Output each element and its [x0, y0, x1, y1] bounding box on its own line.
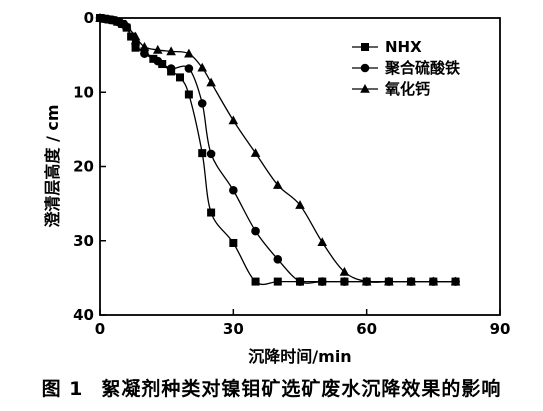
- series-cao: [95, 13, 461, 286]
- data-point: [166, 64, 176, 73]
- data-point: [184, 48, 194, 58]
- data-point: [450, 276, 461, 286]
- data-point: [317, 277, 327, 286]
- data-point: [207, 208, 216, 217]
- y-tick-label: 0: [84, 9, 94, 27]
- legend-label: NHX: [385, 38, 422, 56]
- x-tick-label: 60: [356, 320, 377, 338]
- data-point: [317, 237, 328, 247]
- data-point: [140, 49, 149, 58]
- figure-number: 图 1: [41, 378, 84, 400]
- y-tick-label: 40: [73, 306, 94, 324]
- legend-marker: [360, 63, 370, 73]
- y-axis-label: 澄清层高度 / cm: [43, 104, 62, 227]
- data-point: [130, 31, 141, 41]
- y-tick-label: 10: [73, 83, 94, 101]
- data-point: [406, 276, 416, 286]
- data-point: [228, 115, 239, 125]
- data-point: [361, 276, 372, 286]
- data-point: [152, 44, 163, 54]
- data-point: [153, 56, 163, 66]
- data-point: [428, 276, 439, 286]
- data-point: [229, 238, 238, 247]
- figure-caption: 图 1 絮凝剂种类对镍钼矿选矿废水沉降效果的影响: [0, 374, 543, 401]
- data-point: [251, 277, 260, 286]
- y-tick-label: 20: [73, 158, 94, 176]
- legend-label: 氧化钙: [384, 80, 430, 98]
- data-point: [197, 99, 207, 108]
- x-tick-label: 0: [95, 320, 105, 338]
- data-point: [184, 64, 194, 73]
- data-point: [250, 148, 261, 157]
- data-point: [339, 266, 350, 276]
- data-point: [384, 276, 394, 286]
- data-point: [166, 46, 176, 56]
- data-point: [198, 149, 207, 158]
- data-point: [139, 41, 150, 51]
- data-point: [121, 20, 132, 30]
- x-tick-label: 30: [223, 320, 244, 338]
- legend-label: 聚合硫酸铁: [384, 59, 460, 77]
- data-point: [273, 255, 283, 264]
- x-tick-label: 90: [490, 320, 511, 338]
- legend-marker: [360, 84, 370, 93]
- data-point: [206, 77, 216, 87]
- data-point: [206, 149, 216, 159]
- data-point: [340, 277, 349, 286]
- ticks-group: 0 30 60 90 0 10 20 30 40: [73, 9, 510, 338]
- data-point: [251, 226, 260, 236]
- data-point: [295, 277, 305, 286]
- data-point: [295, 200, 305, 209]
- data-point: [272, 180, 283, 189]
- y-tick-label: 30: [73, 232, 94, 250]
- data-point: [176, 73, 184, 82]
- data-point: [184, 90, 193, 99]
- data-point: [229, 185, 238, 195]
- data-point: [197, 62, 208, 72]
- data-point: [273, 277, 282, 286]
- legend-marker: [361, 43, 369, 51]
- x-axis-label: 沉降时间/min: [248, 347, 351, 366]
- plot-frame: [99, 17, 501, 316]
- figure-caption-text: 絮凝剂种类对镍钼矿选矿废水沉降效果的影响: [101, 378, 502, 400]
- data-point: [131, 39, 140, 49]
